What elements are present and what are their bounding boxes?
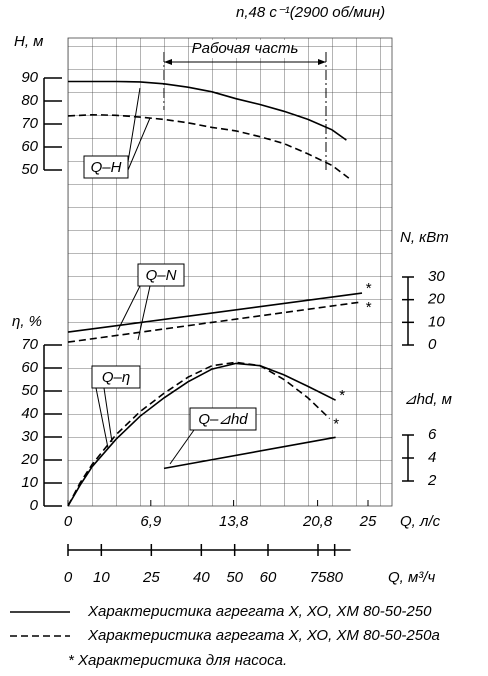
curve (67, 361, 331, 507)
end-mark: * (339, 387, 346, 404)
x2-tick-label: 0 (64, 569, 73, 586)
y-tick-label: 30 (428, 268, 445, 285)
range-label: Рабочая часть (192, 40, 299, 57)
y-tick-label: 2 (427, 472, 437, 489)
y-tick-label: 70 (21, 336, 38, 353)
curve (68, 80, 347, 141)
y-tick-label: 10 (428, 313, 445, 330)
chart-title: n,48 с⁻¹(2900 об/мин) (236, 4, 385, 21)
leaders (83, 87, 257, 465)
y-tick-label: 20 (427, 291, 445, 308)
curve (67, 301, 363, 343)
y-tick-label: 50 (21, 382, 38, 399)
x2-tick-label: 40 (193, 569, 210, 586)
x-tick-label: 20,8 (302, 513, 333, 530)
curve (67, 362, 336, 507)
x2-tick-label: 50 (226, 569, 243, 586)
y-tick-label: 90 (21, 69, 38, 86)
y-axis-label: H, м (14, 33, 43, 50)
y-axis-label: N, кВт (400, 229, 449, 246)
curve (163, 436, 336, 470)
y-tick-label: 60 (21, 138, 38, 155)
y-tick-label: 80 (21, 92, 38, 109)
range-label-bg (197, 40, 293, 58)
curve-label: Q–N (146, 267, 177, 284)
y-tick-label: 0 (428, 336, 437, 353)
curve (67, 292, 363, 333)
legend-label: Характеристика агрегата Х, ХО, ХМ 80-50-… (87, 627, 440, 644)
curve-label: Q–η (102, 369, 130, 386)
x-axis-label: Q, л/с (400, 513, 441, 530)
y-tick-label: 4 (428, 449, 436, 466)
x-tick-label: 0 (64, 513, 73, 530)
x2-axis-label: Q, м³/ч (388, 569, 435, 586)
y-tick-label: 30 (21, 428, 38, 445)
y-tick-label: 10 (21, 474, 38, 491)
y-axis-label: ⊿hd, м (404, 391, 452, 408)
curve-label: Q–⊿hd (198, 411, 248, 428)
x2-tick-label: 75 (310, 569, 327, 586)
x2-tick-label: 25 (142, 569, 160, 586)
y-tick-label: 0 (30, 497, 39, 514)
y-tick-label: 60 (21, 359, 38, 376)
end-mark: * (333, 416, 340, 433)
curve-label: Q–H (91, 159, 122, 176)
y-tick-label: 50 (21, 161, 38, 178)
y-axis-label: η, % (12, 313, 42, 330)
legend-note: * Характеристика для насоса. (68, 652, 287, 669)
y-tick-label: 40 (21, 405, 38, 422)
x2-tick-label: 80 (326, 569, 343, 586)
end-mark: * (365, 280, 372, 297)
curve (67, 113, 350, 179)
x-tick-label: 6,9 (140, 513, 162, 530)
y-tick-label: 20 (20, 451, 38, 468)
x-tick-label: 25 (359, 513, 377, 530)
x2-tick-label: 10 (93, 569, 110, 586)
x-tick-label: 13,8 (219, 513, 249, 530)
legend-label: Характеристика агрегата Х, ХО, ХМ 80-50-… (87, 603, 432, 620)
y-tick-label: 70 (21, 115, 38, 132)
x2-tick-label: 60 (260, 569, 277, 586)
end-mark: * (365, 299, 372, 316)
paper-grid (67, 37, 393, 507)
y-tick-label: 6 (428, 426, 437, 443)
